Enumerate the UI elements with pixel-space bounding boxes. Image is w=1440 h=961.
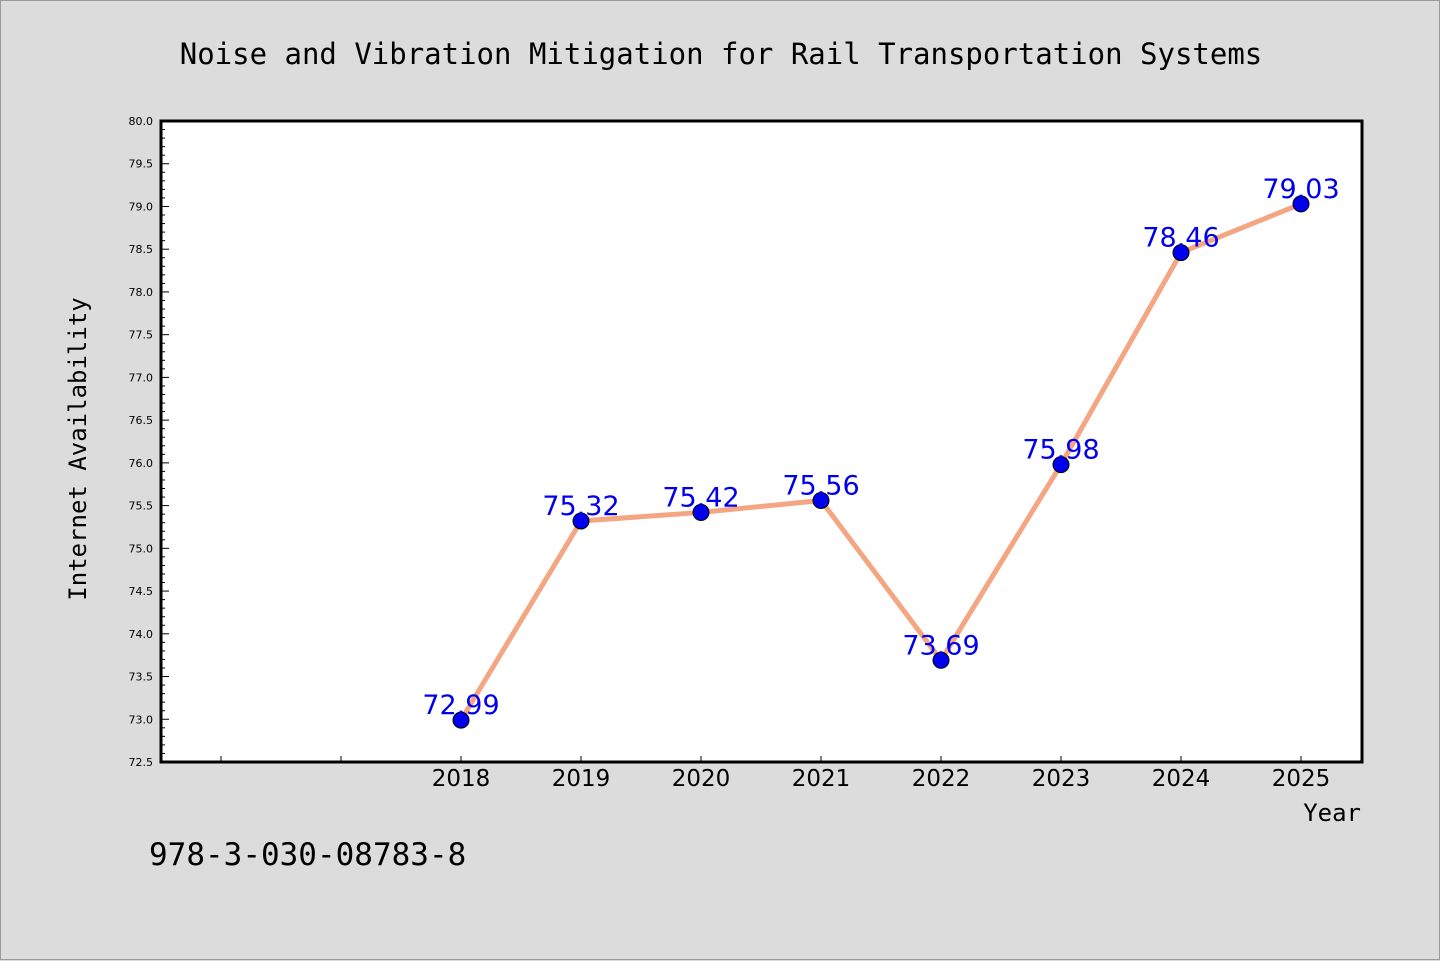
- data-label: 73.69: [902, 630, 979, 661]
- data-label: 75.98: [1022, 435, 1099, 466]
- y-tick-label: 75.0: [129, 542, 154, 555]
- x-tick-label: 2022: [912, 766, 971, 792]
- data-point: [452, 711, 470, 729]
- data-label: 75.32: [542, 491, 619, 522]
- isbn-text: 978-3-030-08783-8: [149, 837, 466, 873]
- x-tick-label: 2018: [432, 766, 491, 792]
- data-point: [932, 651, 950, 669]
- data-point: [1172, 244, 1190, 262]
- y-tick-label: 78.5: [129, 243, 154, 256]
- y-tick-label: 75.5: [129, 500, 154, 513]
- x-axis: 2018 2019 2020 2021 2022 2023 2024 2025: [220, 756, 1331, 792]
- x-tick-label: 2019: [552, 766, 611, 792]
- y-axis: 72.5 73.0 73.5 74.0 74.5 75.0 75.5 76.0 76.5 77.0…: [129, 115, 169, 769]
- y-tick-label: 79.0: [129, 200, 154, 213]
- x-tick-label: 2021: [792, 766, 851, 792]
- y-tick-label: 79.5: [129, 158, 154, 171]
- data-label: 72.99: [422, 690, 499, 721]
- data-label: 78.46: [1142, 223, 1219, 254]
- y-tick-label: 72.5: [129, 756, 154, 769]
- x-tick-label: 2025: [1272, 766, 1331, 792]
- x-axis-label: Year: [1303, 799, 1361, 827]
- data-label: 75.42: [662, 482, 739, 513]
- data-point: [692, 503, 710, 521]
- y-tick-label: 73.5: [129, 671, 154, 684]
- x-tick-label: 2023: [1032, 766, 1091, 792]
- y-tick-label: 76.5: [129, 414, 154, 427]
- chart-title: Noise and Vibration Mitigation for Rail …: [180, 37, 1263, 71]
- y-tick-label: 74.0: [129, 628, 154, 641]
- y-tick-label: 76.0: [129, 457, 154, 470]
- y-axis-label: Internet Availability: [64, 297, 92, 600]
- data-point: [1292, 195, 1310, 213]
- y-tick-label: 77.5: [129, 329, 154, 342]
- x-tick-label: 2020: [672, 766, 731, 792]
- y-tick-label: 73.0: [129, 713, 154, 726]
- y-tick-label: 74.5: [129, 585, 154, 598]
- data-label: 79.03: [1262, 174, 1339, 205]
- series-line: [458, 201, 1302, 722]
- data-label: 75.56: [782, 470, 859, 501]
- series-group: 72.99 75.32 75.42 75.56 73.69 75.98 78.46 79.03: [422, 174, 1340, 729]
- plot-area: [159, 119, 1364, 764]
- y-tick-label: 78.0: [129, 286, 154, 299]
- data-point: [812, 491, 830, 509]
- data-point: [1052, 456, 1070, 474]
- x-tick-label: 2024: [1152, 766, 1211, 792]
- y-tick-label: 80.0: [129, 115, 154, 128]
- data-point: [572, 512, 590, 530]
- y-tick-label: 77.0: [129, 371, 154, 384]
